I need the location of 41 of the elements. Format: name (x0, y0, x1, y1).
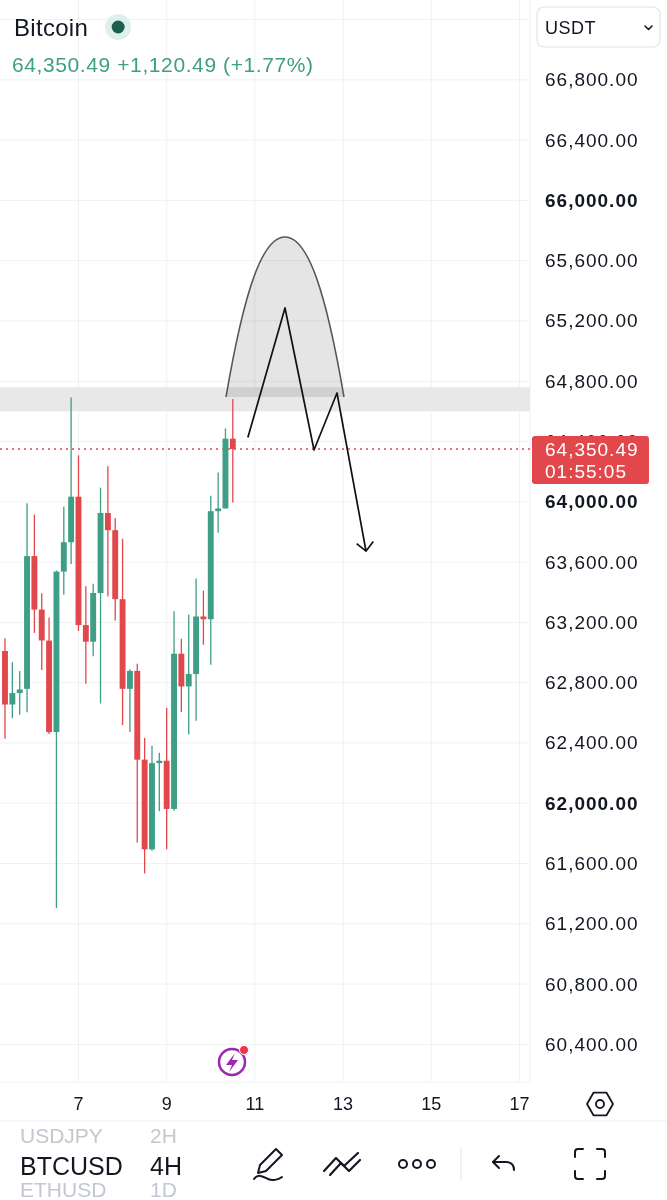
y-tick-label: 62,400.00 (545, 732, 639, 754)
x-tick-label: 17 (509, 1094, 530, 1114)
x-tick-label: 11 (245, 1094, 265, 1114)
text: 01:55:05 (545, 460, 627, 482)
candlestick (215, 471, 222, 534)
text: 2H (150, 1123, 177, 1147)
y-tick-label: 60,800.00 (545, 973, 639, 995)
y-tick-label: 61,600.00 (545, 852, 639, 874)
text: 1D (150, 1177, 177, 1200)
candlestick (82, 585, 89, 685)
candlestick (9, 661, 16, 719)
text: BTCUSD (20, 1152, 123, 1180)
y-tick-label: 63,600.00 (545, 551, 639, 573)
candlestick (104, 465, 111, 598)
y-tick-label: 66,400.00 (545, 129, 639, 151)
ref-line-label: 64,350.49 (545, 438, 639, 460)
y-tick-label: 65,200.00 (545, 310, 639, 332)
text: USDJPY (20, 1123, 103, 1147)
y-tick-label: 62,800.00 (545, 672, 639, 694)
x-tick-label: 15 (421, 1094, 442, 1114)
x-tick-label: 13 (333, 1094, 354, 1114)
y-tick-label: 64,800.00 (545, 370, 639, 392)
y-tick-label: 61,200.00 (545, 913, 639, 935)
candlestick (127, 668, 133, 733)
candlestick (16, 670, 23, 716)
candlestick (200, 589, 207, 646)
y-tick-label: 66,800.00 (545, 69, 639, 91)
y-tick-label: 60,400.00 (545, 1033, 639, 1055)
text: Bitcoin (14, 13, 89, 41)
text: 64,350.49 +1,120.49 (+1.77%) (12, 52, 314, 76)
x-tick-label: 9 (161, 1094, 172, 1114)
y-tick-label: 62,000.00 (545, 792, 639, 814)
y-tick-label: 64,000.00 (545, 491, 639, 513)
text: 4H (150, 1152, 182, 1180)
text: ETHUSD (20, 1177, 107, 1200)
y-tick-label: 66,000.00 (545, 189, 639, 211)
x-tick-label: 7 (73, 1094, 84, 1114)
candlestick (185, 614, 192, 736)
y-tick-label: 63,200.00 (545, 611, 639, 633)
y-tick-label: 65,600.00 (545, 250, 639, 272)
text: USDT (545, 18, 596, 38)
